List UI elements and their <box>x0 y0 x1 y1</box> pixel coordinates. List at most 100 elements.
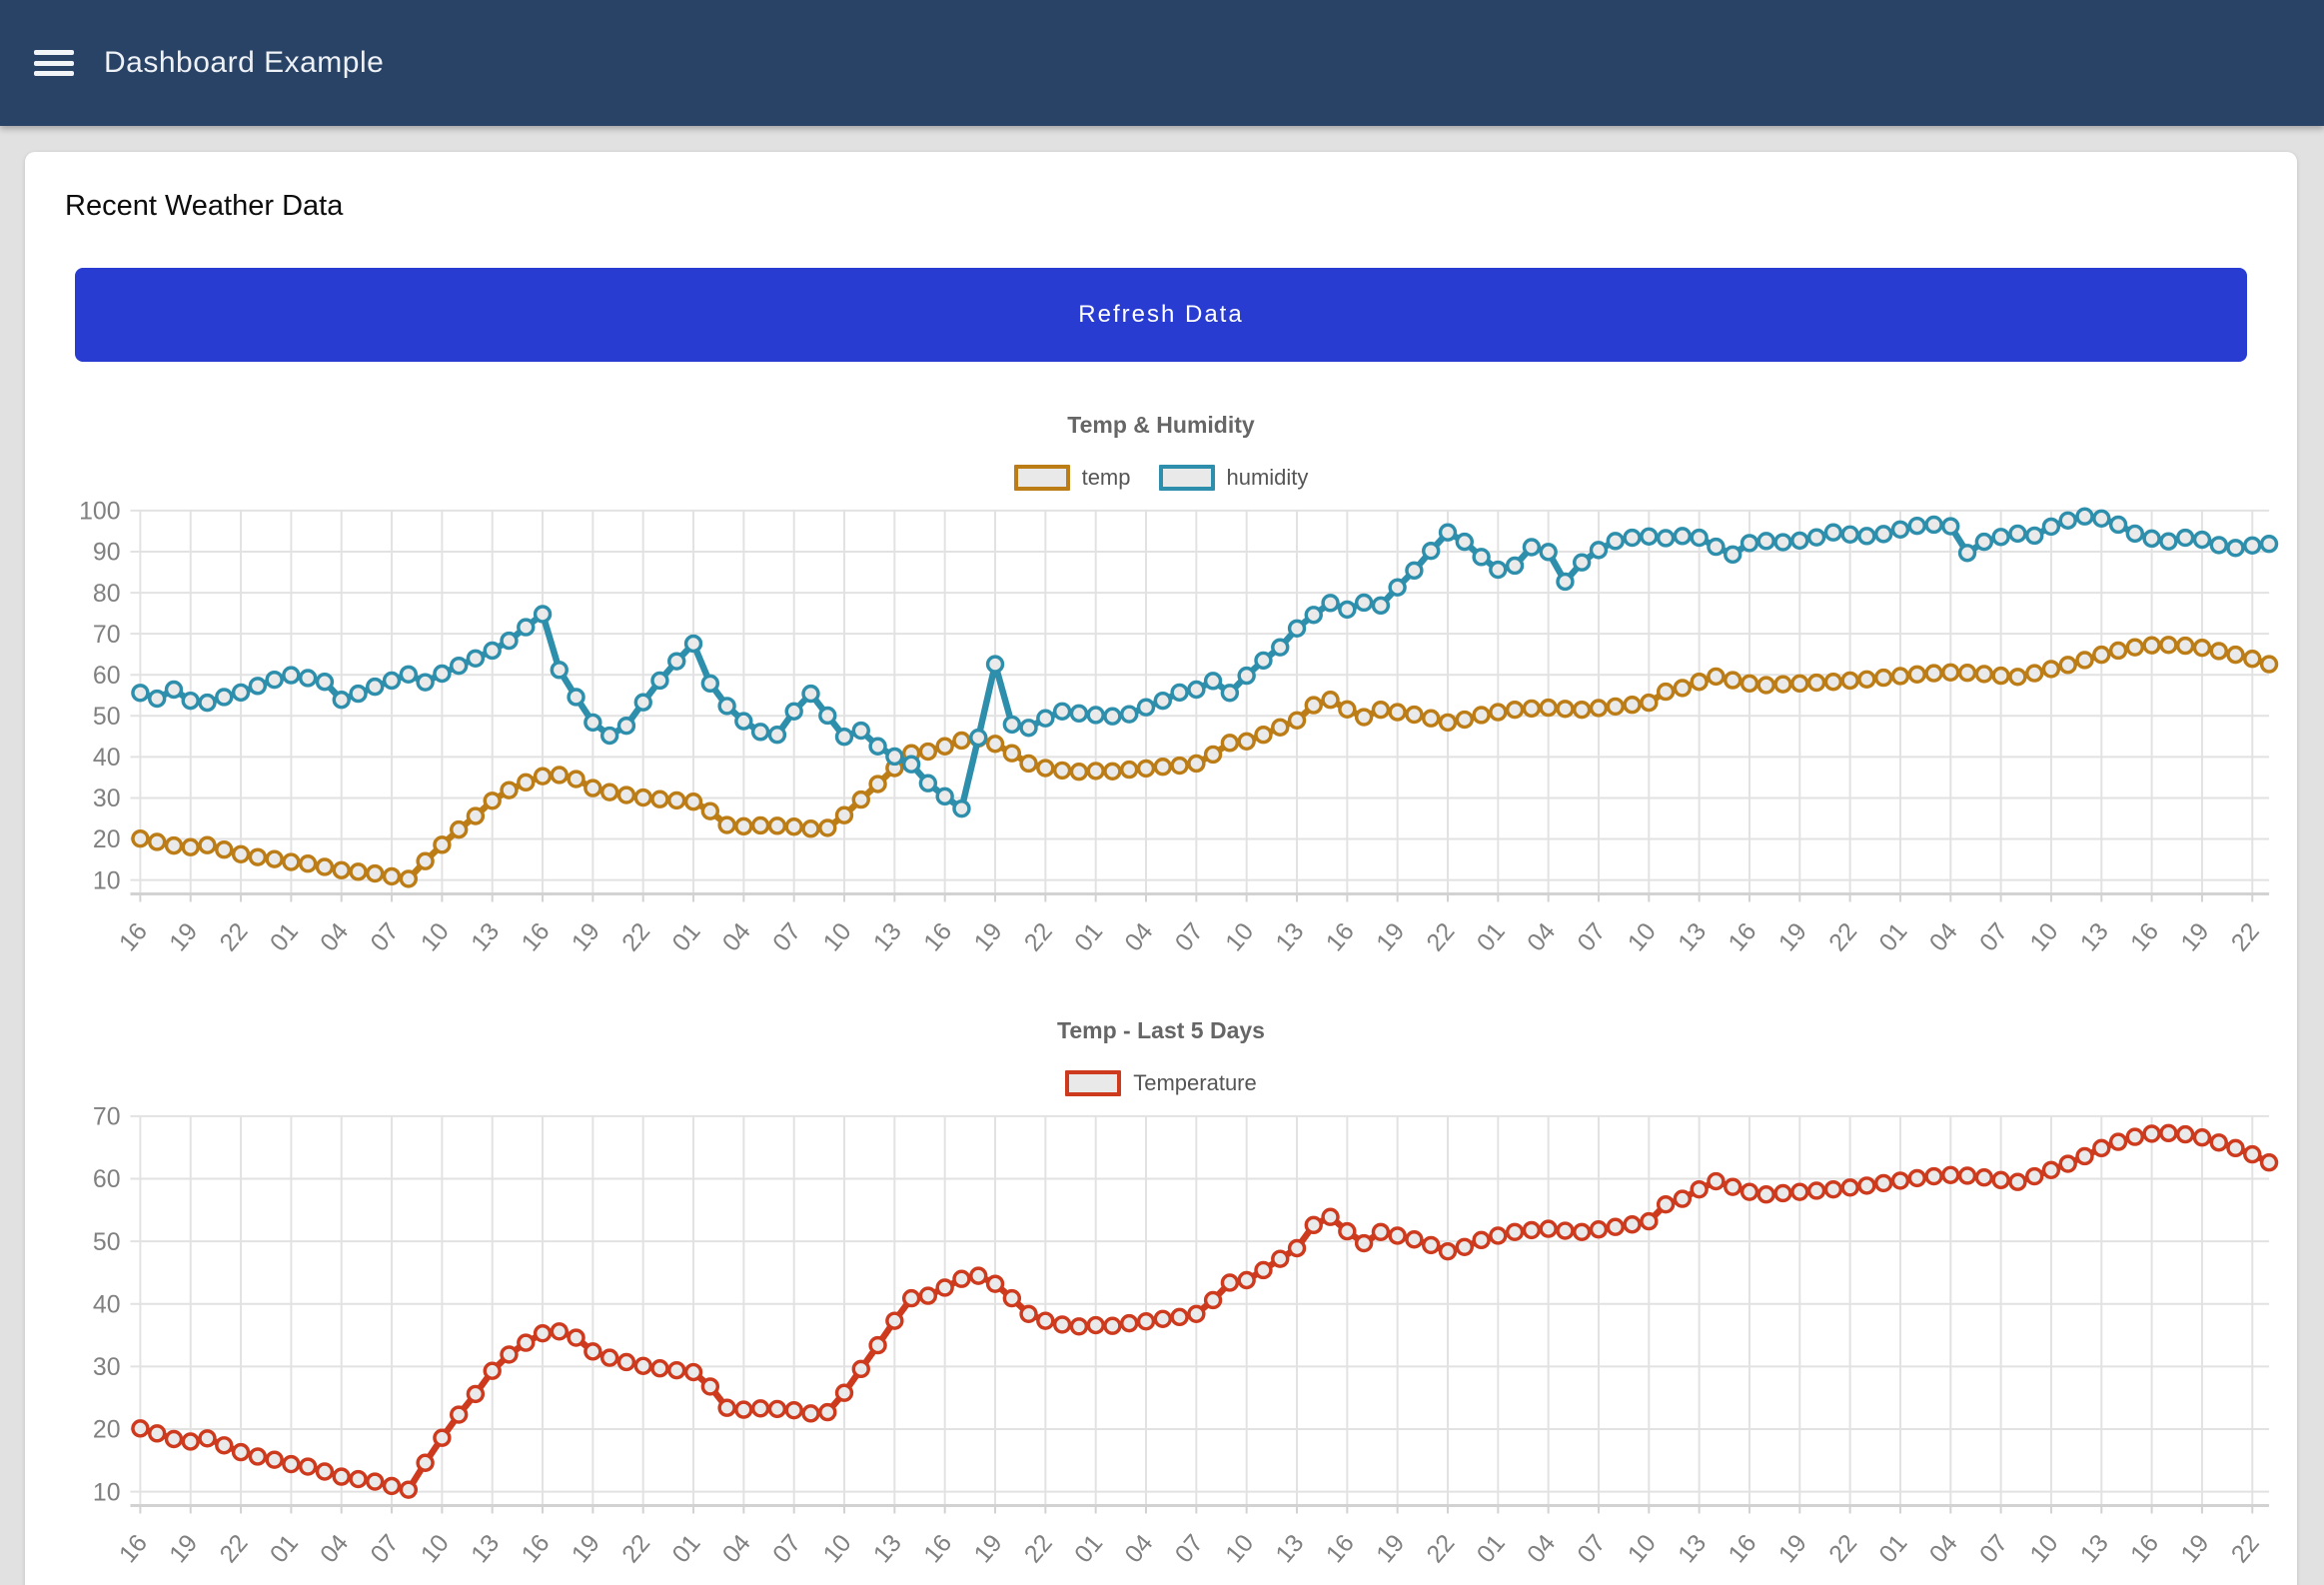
svg-text:19: 19 <box>1773 1530 1811 1569</box>
svg-text:01: 01 <box>1874 1530 1912 1569</box>
temperature-chart-title: Temp - Last 5 Days <box>1057 1017 1265 1044</box>
svg-text:19: 19 <box>1773 918 1811 957</box>
svg-text:16: 16 <box>1724 918 1761 957</box>
svg-text:19: 19 <box>2176 1530 2214 1569</box>
svg-text:30: 30 <box>93 786 121 812</box>
svg-text:10: 10 <box>1221 1530 1259 1569</box>
svg-text:22: 22 <box>2226 1530 2264 1569</box>
content-card: Recent Weather Data Refresh Data Temp & … <box>25 152 2297 1585</box>
svg-text:90: 90 <box>93 540 121 567</box>
svg-text:10: 10 <box>416 1530 454 1569</box>
svg-text:19: 19 <box>567 1530 604 1569</box>
temperature-legend: Temperature <box>41 1070 2281 1097</box>
svg-text:16: 16 <box>115 918 153 957</box>
svg-text:07: 07 <box>366 918 404 957</box>
svg-text:01: 01 <box>1472 1530 1510 1569</box>
svg-text:22: 22 <box>617 1530 655 1569</box>
temp-humidity-chart[interactable]: 10 20 30 40 50 60 70 80 90 100 16 19 22 01 04 07 10 13 16 1… <box>41 499 2281 967</box>
svg-text:07: 07 <box>1573 1530 1611 1569</box>
svg-text:20: 20 <box>93 1417 121 1444</box>
svg-text:16: 16 <box>115 1530 153 1569</box>
svg-text:20: 20 <box>93 826 121 853</box>
svg-text:13: 13 <box>2075 1530 2113 1569</box>
temp-humidity-chart-title: Temp & Humidity <box>1067 412 1255 438</box>
page-title: Recent Weather Data <box>65 190 344 222</box>
svg-text:19: 19 <box>2176 918 2214 957</box>
svg-text:07: 07 <box>1573 918 1611 957</box>
svg-text:13: 13 <box>2075 918 2113 957</box>
legend-swatch-icon <box>1013 465 1070 491</box>
svg-text:10: 10 <box>1623 918 1661 957</box>
svg-text:16: 16 <box>1321 1530 1359 1569</box>
svg-text:04: 04 <box>1523 1530 1562 1569</box>
svg-text:04: 04 <box>1924 918 1963 957</box>
svg-text:16: 16 <box>1321 918 1359 957</box>
svg-text:07: 07 <box>1170 1530 1208 1569</box>
svg-text:19: 19 <box>165 1530 203 1569</box>
svg-text:16: 16 <box>1724 1530 1761 1569</box>
svg-text:40: 40 <box>93 1292 121 1319</box>
svg-text:22: 22 <box>1824 1530 1862 1569</box>
legend-item-temp[interactable]: temp <box>1013 465 1131 491</box>
svg-text:19: 19 <box>969 1530 1007 1569</box>
page-body: Recent Weather Data Refresh Data Temp & … <box>0 126 2324 1585</box>
svg-text:13: 13 <box>868 918 906 957</box>
svg-text:10: 10 <box>818 918 856 957</box>
svg-text:07: 07 <box>1170 918 1208 957</box>
svg-text:22: 22 <box>1422 918 1460 957</box>
temperature-chart-block: Temp - Last 5 Days Temperature 10 20 30 40 5… <box>41 1017 2281 1585</box>
svg-text:60: 60 <box>93 663 121 690</box>
svg-text:19: 19 <box>1372 1530 1410 1569</box>
legend-item-temperature[interactable]: Temperature <box>1065 1070 1257 1097</box>
svg-text:04: 04 <box>1523 918 1562 957</box>
svg-text:01: 01 <box>1070 918 1108 957</box>
svg-text:07: 07 <box>768 918 806 957</box>
svg-text:22: 22 <box>1019 918 1057 957</box>
legend-item-humidity[interactable]: humidity <box>1158 465 1309 491</box>
svg-text:10: 10 <box>416 918 454 957</box>
svg-text:07: 07 <box>1975 918 2013 957</box>
svg-text:30: 30 <box>93 1354 121 1381</box>
svg-text:16: 16 <box>919 918 957 957</box>
svg-text:10: 10 <box>2025 918 2063 957</box>
svg-text:16: 16 <box>2126 918 2164 957</box>
refresh-data-button[interactable]: Refresh Data <box>75 268 2247 362</box>
svg-text:10: 10 <box>2025 1530 2063 1569</box>
legend-swatch-icon <box>1158 465 1215 491</box>
svg-text:10: 10 <box>93 1479 121 1506</box>
svg-text:22: 22 <box>617 918 655 957</box>
svg-text:07: 07 <box>1975 1530 2013 1569</box>
hamburger-menu-icon[interactable] <box>34 48 74 78</box>
svg-text:13: 13 <box>467 918 505 957</box>
app-header: Dashboard Example <box>0 0 2324 126</box>
svg-text:100: 100 <box>79 499 120 526</box>
svg-text:19: 19 <box>165 918 203 957</box>
svg-text:13: 13 <box>1271 1530 1309 1569</box>
svg-text:50: 50 <box>93 1229 121 1256</box>
svg-text:01: 01 <box>667 918 705 957</box>
legend-label: Temperature <box>1133 1070 1257 1096</box>
app-title: Dashboard Example <box>104 46 385 79</box>
svg-text:10: 10 <box>93 867 121 894</box>
temperature-chart[interactable]: 10 20 30 40 50 60 70 16 19 22 01 04 07 10 13 16 19 22 01 04… <box>41 1104 2281 1585</box>
svg-text:50: 50 <box>93 704 121 731</box>
svg-text:22: 22 <box>1824 918 1862 957</box>
svg-text:19: 19 <box>969 918 1007 957</box>
svg-text:04: 04 <box>1924 1530 1963 1569</box>
svg-text:07: 07 <box>768 1530 806 1569</box>
legend-label: humidity <box>1226 465 1309 490</box>
svg-text:16: 16 <box>517 918 555 957</box>
svg-text:04: 04 <box>1120 1530 1159 1569</box>
svg-text:16: 16 <box>919 1530 957 1569</box>
svg-text:04: 04 <box>316 918 355 957</box>
svg-text:22: 22 <box>1019 1530 1057 1569</box>
svg-text:04: 04 <box>1120 918 1159 957</box>
svg-text:22: 22 <box>1422 1530 1460 1569</box>
svg-text:04: 04 <box>717 918 756 957</box>
svg-text:70: 70 <box>93 1104 121 1131</box>
svg-text:04: 04 <box>316 1530 355 1569</box>
svg-text:04: 04 <box>717 1530 756 1569</box>
svg-text:16: 16 <box>517 1530 555 1569</box>
svg-text:60: 60 <box>93 1166 121 1193</box>
svg-text:01: 01 <box>1874 918 1912 957</box>
